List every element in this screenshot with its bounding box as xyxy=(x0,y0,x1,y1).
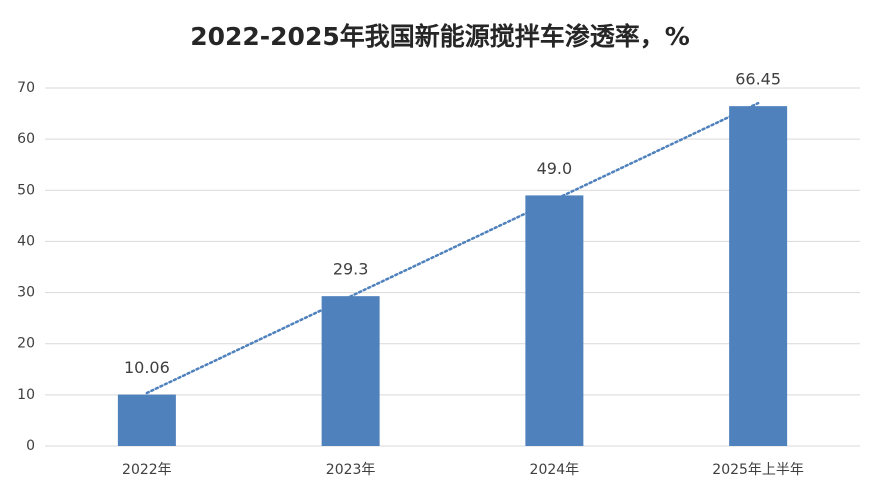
y-tick-label: 40 xyxy=(17,233,35,249)
value-label: 49.0 xyxy=(537,159,573,178)
chart-title: 2022-2025年我国新能源搅拌车渗透率，% xyxy=(190,22,690,51)
bar xyxy=(321,296,380,446)
bar xyxy=(117,394,176,446)
x-tick-label: 2024年 xyxy=(530,462,580,478)
x-tick-label: 2023年 xyxy=(326,462,376,478)
y-tick-label: 0 xyxy=(26,438,35,454)
y-tick-label: 50 xyxy=(17,182,35,198)
y-tick-label: 70 xyxy=(17,80,35,96)
y-tick-label: 10 xyxy=(17,387,35,403)
value-label: 10.06 xyxy=(124,358,170,377)
value-label: 66.45 xyxy=(735,70,781,89)
x-tick-label: 2022年 xyxy=(122,462,172,478)
trendline xyxy=(145,101,760,395)
y-tick-label: 60 xyxy=(17,131,35,147)
value-label: 29.3 xyxy=(333,260,369,279)
y-tick-label: 30 xyxy=(17,285,35,301)
bar xyxy=(525,195,584,446)
x-tick-label: 2025年上半年 xyxy=(712,462,804,478)
bar xyxy=(729,106,788,447)
y-tick-label: 20 xyxy=(17,336,35,352)
